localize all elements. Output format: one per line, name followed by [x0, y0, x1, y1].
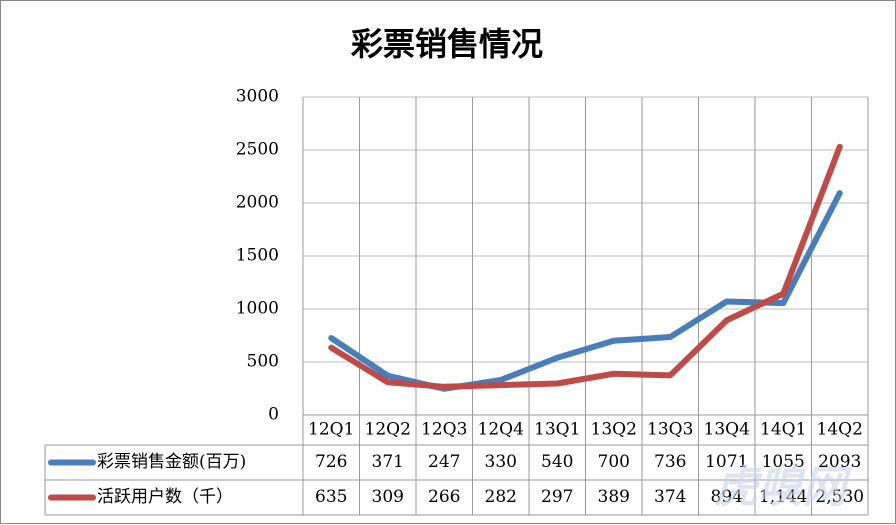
watermark: 虎嗅网 [714, 462, 852, 513]
table-value: 371 [372, 452, 404, 472]
table-value: 309 [372, 487, 404, 507]
y-tick-label: 1000 [236, 299, 279, 319]
x-tick-label: 12Q3 [421, 420, 467, 440]
x-tick-label: 13Q4 [704, 420, 750, 440]
table-value: 1055 [762, 452, 805, 472]
x-tick-label: 14Q1 [760, 420, 806, 440]
table-value: 700 [598, 452, 630, 472]
table-value: 894 [711, 487, 743, 507]
x-tick-label: 13Q1 [534, 420, 580, 440]
x-tick-label: 14Q2 [817, 420, 863, 440]
table-value: 330 [485, 452, 517, 472]
table-value: 374 [654, 487, 686, 507]
y-tick-label: 2500 [236, 140, 279, 160]
y-tick-label: 2000 [236, 193, 279, 213]
chart-title: 彩票销售情况 [351, 25, 543, 63]
table-value: 282 [485, 487, 517, 507]
table-value: 1071 [705, 452, 748, 472]
table-value: 297 [541, 487, 573, 507]
y-tick-label: 3000 [236, 87, 279, 107]
x-tick-label: 12Q1 [308, 420, 354, 440]
y-tick-label: 500 [247, 352, 279, 372]
table-value: 736 [654, 452, 686, 472]
y-tick-label: 0 [268, 405, 279, 425]
x-tick-label: 12Q2 [365, 420, 411, 440]
table-value: 1,144 [759, 487, 808, 507]
table-value: 635 [315, 487, 347, 507]
table-value: 2093 [818, 452, 861, 472]
table-value: 2,530 [815, 487, 864, 507]
table-value: 247 [428, 452, 460, 472]
table-value: 726 [315, 452, 347, 472]
table-value: 540 [541, 452, 573, 472]
y-tick-label: 1500 [236, 246, 279, 266]
table-value: 389 [598, 487, 630, 507]
legend-label: 彩票销售金额(百万) [97, 452, 246, 472]
table-value: 266 [428, 487, 460, 507]
data-line [328, 143, 843, 390]
x-tick-label: 13Q3 [647, 420, 693, 440]
x-tick-label: 13Q2 [591, 420, 637, 440]
x-tick-label: 12Q4 [478, 420, 524, 440]
legend-label: 活跃用户数（千） [97, 487, 233, 507]
